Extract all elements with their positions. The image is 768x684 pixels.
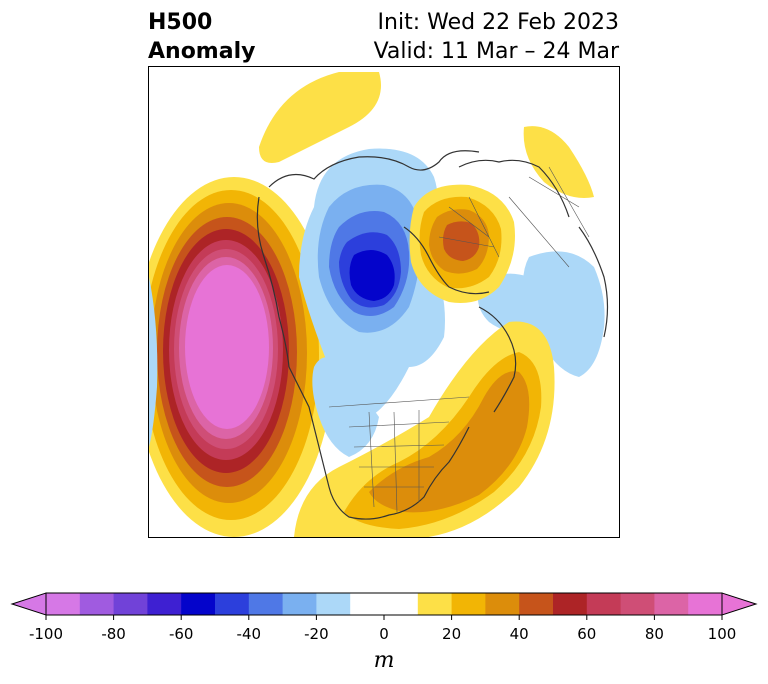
colorbar-bin [181, 593, 216, 615]
asia-ridge-small [523, 126, 594, 198]
state-borders [368, 410, 420, 513]
eurasia-ridge [409, 184, 515, 303]
colorbar-bin [79, 593, 115, 615]
colorbar-bin [316, 593, 351, 615]
map-title: H500 Anomaly [148, 8, 255, 66]
colorbar-bin [553, 593, 588, 615]
colorbar-bin [282, 593, 317, 615]
colorbar [10, 592, 758, 620]
colorbar-bin [519, 593, 554, 615]
colorbar-bin [350, 593, 385, 615]
coastline-greenland [478, 306, 517, 413]
colorbar-bin [586, 593, 622, 615]
colorbar-bin [620, 593, 655, 615]
state-borders [348, 421, 450, 488]
contour-neg50 [349, 250, 395, 301]
colorbar-bin [451, 593, 486, 615]
asia-borders [508, 166, 590, 268]
colorbar-tick-label: 0 [379, 625, 389, 643]
anomaly-map [148, 66, 620, 538]
colorbar-bin [248, 593, 284, 615]
atlantic-ridge [294, 321, 555, 537]
colorbar-bin [215, 593, 250, 615]
map-dates: Init: Wed 22 Feb 2023 Valid: 11 Mar – 24… [374, 8, 619, 66]
colorbar-bin [147, 593, 182, 615]
europe-borders [438, 196, 500, 258]
contour-90 [185, 265, 269, 429]
coastline-arctic-north-america [268, 150, 480, 188]
pacific-ridge [149, 177, 334, 537]
alaska-ridge [259, 72, 381, 163]
pacific-edge-negative [149, 277, 158, 447]
coastline-north-america [288, 366, 470, 520]
coastlines [256, 150, 609, 520]
coastline-west-america [256, 196, 290, 368]
colorbar-bin [688, 593, 723, 615]
colorbar-tick-label: 40 [509, 625, 529, 643]
border-us-canada [328, 396, 470, 408]
colorbar-tick-label: -20 [304, 625, 329, 643]
colorbar-bin [417, 593, 453, 615]
arctic-trough [299, 148, 445, 457]
colorbar-tick-label: 80 [644, 625, 664, 643]
political-borders [328, 166, 590, 513]
colorbar-bin [654, 593, 689, 615]
colorbar-unit: m [373, 648, 395, 673]
colorbar-tick-label: -80 [101, 625, 126, 643]
contour-10 [259, 72, 381, 163]
colorbar-bin [46, 593, 81, 615]
colorbar-tick-label: 100 [707, 625, 737, 643]
coastline-eurasia [458, 159, 570, 218]
colorbar-tick-label: 20 [442, 625, 462, 643]
colorbar-extend-low [10, 592, 47, 616]
colorbar-tick-label: -100 [28, 625, 64, 643]
init-date: Init: Wed 22 Feb 2023 [377, 10, 619, 35]
colorbar-bin [384, 593, 419, 615]
colorbar-bin [485, 593, 520, 615]
valid-range: Valid: 11 Mar – 24 Mar [373, 39, 619, 64]
colorbar-extend-high [721, 592, 758, 616]
title-variable: H500 [148, 10, 213, 35]
map-canvas [149, 72, 609, 537]
contour-30 [369, 371, 530, 513]
colorbar-bin [113, 593, 148, 615]
coastline-asia-east [578, 226, 609, 338]
contour-neg10 [312, 357, 379, 457]
colorbar-tick-label: 60 [577, 625, 597, 643]
coastline-hudson [403, 226, 490, 295]
title-field: Anomaly [148, 39, 256, 64]
colorbar-tick-label: -60 [168, 625, 194, 643]
colorbar-tick-label: -40 [236, 625, 262, 643]
